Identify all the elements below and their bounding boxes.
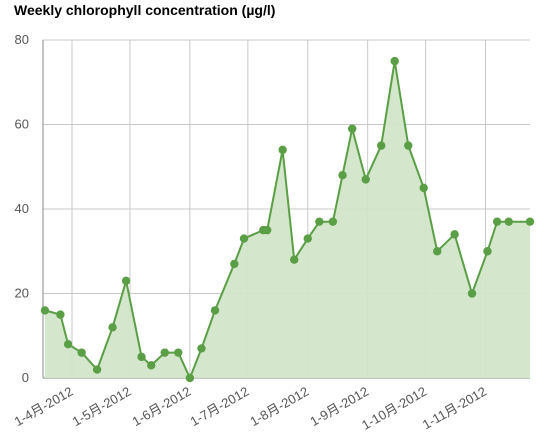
data-point: [348, 124, 357, 133]
data-point: [483, 247, 492, 256]
data-point: [262, 225, 272, 235]
data-point: [525, 217, 535, 226]
x-tick-label: 1-7月-2012: [188, 384, 252, 430]
x-tick-label: 1-8月-2012: [247, 384, 311, 430]
data-point: [230, 259, 239, 269]
data-point: [376, 141, 386, 150]
y-tick-label: 0: [22, 370, 29, 385]
data-point: [361, 175, 370, 184]
y-tick-label: 80: [15, 32, 29, 47]
data-point: [185, 373, 195, 383]
x-tick-label: 1-4月-2012: [12, 384, 76, 430]
data-point: [338, 171, 347, 180]
x-tick-label: 1-6月-2012: [130, 384, 194, 430]
data-point: [77, 348, 86, 357]
data-point: [160, 348, 169, 357]
data-point: [210, 306, 220, 315]
series-area: [44, 61, 531, 378]
data-point: [56, 310, 65, 319]
data-point: [290, 255, 299, 264]
data-point: [278, 145, 287, 155]
data-point: [504, 217, 513, 226]
data-point: [328, 217, 338, 226]
y-tick-label: 60: [15, 117, 29, 132]
data-point: [450, 230, 459, 239]
data-point: [239, 234, 249, 243]
data-point: [433, 247, 442, 256]
y-tick-label: 40: [15, 201, 29, 216]
y-tick-label: 20: [15, 286, 29, 301]
data-point: [467, 289, 477, 298]
data-point: [147, 361, 156, 370]
x-tick-label: 1-5月-2012: [70, 384, 134, 430]
data-point: [492, 217, 502, 226]
data-point: [108, 323, 117, 332]
data-point: [63, 340, 73, 349]
data-point: [390, 56, 399, 66]
chart-title: Weekly chlorophyll concentration (µg/l): [14, 2, 276, 18]
data-point: [137, 352, 146, 362]
data-point: [404, 141, 413, 150]
data-point: [197, 344, 206, 353]
data-point: [40, 306, 50, 315]
data-point: [121, 276, 131, 286]
x-tick-label: 1-10月-2012: [359, 384, 429, 433]
data-point: [174, 348, 183, 357]
data-point: [315, 217, 324, 226]
data-point: [92, 365, 102, 374]
data-point: [303, 234, 312, 243]
x-tick-label: 1-11月-2012: [420, 384, 489, 433]
data-point: [419, 183, 428, 193]
